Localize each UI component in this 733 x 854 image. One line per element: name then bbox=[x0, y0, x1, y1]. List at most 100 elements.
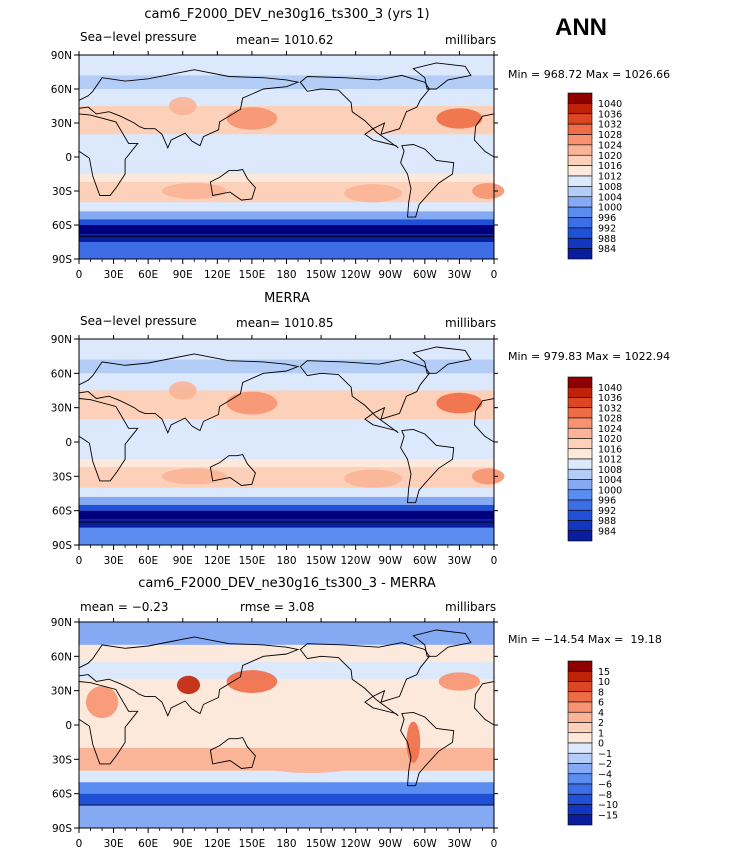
x-tick-label: 0 bbox=[491, 555, 498, 567]
y-tick-label: 0 bbox=[65, 152, 72, 164]
colorbar-label: 1012 bbox=[598, 455, 622, 466]
colorbar-box bbox=[567, 479, 593, 491]
field-band bbox=[79, 211, 494, 220]
field-anomaly bbox=[226, 391, 278, 415]
colorbar-box bbox=[567, 520, 593, 532]
colorbar-label: 15 bbox=[598, 667, 610, 678]
field-band bbox=[79, 225, 494, 235]
y-tick-label: 60S bbox=[52, 220, 72, 232]
colorbar-label: 1008 bbox=[598, 465, 622, 476]
colorbar-box bbox=[567, 499, 593, 511]
field-band bbox=[79, 242, 494, 259]
y-tick-label: 30S bbox=[52, 754, 72, 766]
colorbar-box bbox=[567, 804, 593, 816]
colorbar-box bbox=[567, 691, 593, 703]
field-anomaly bbox=[168, 381, 197, 400]
field-band bbox=[79, 339, 494, 360]
x-tick-label: 90E bbox=[173, 555, 193, 567]
colorbar-box bbox=[567, 397, 593, 409]
coastline bbox=[412, 62, 472, 90]
colorbar-box bbox=[567, 763, 593, 775]
colorbar-label: 1028 bbox=[598, 414, 622, 425]
y-tick-label: 60S bbox=[52, 789, 72, 801]
panel-1-minmax: Min = 968.72 Max = 1026.66 bbox=[508, 68, 671, 81]
panel-1-units-label: millibars bbox=[445, 33, 497, 47]
field-band bbox=[79, 487, 494, 497]
x-tick-label: 120W bbox=[340, 838, 371, 850]
colorbar-box bbox=[567, 123, 593, 135]
colorbar-label: 1040 bbox=[598, 383, 622, 394]
x-tick-label: 30W bbox=[448, 555, 472, 567]
panel-3-minmax: Min = −14.54 Max = 19.18 bbox=[508, 633, 662, 646]
panel-2-units-label: millibars bbox=[445, 316, 497, 330]
x-tick-label: 60E bbox=[138, 555, 158, 567]
field-anomaly bbox=[344, 469, 402, 488]
colorbar-label: 10 bbox=[598, 677, 610, 688]
colorbar-box bbox=[567, 196, 593, 208]
field-anomaly bbox=[226, 670, 278, 693]
field-anomaly bbox=[226, 107, 278, 130]
coastline bbox=[400, 428, 455, 504]
colorbar-label: 1024 bbox=[598, 424, 622, 435]
colorbar-label: 984 bbox=[598, 526, 616, 537]
colorbar-box bbox=[567, 711, 593, 723]
x-tick-label: 150E bbox=[239, 269, 266, 281]
colorbar-box bbox=[567, 407, 593, 419]
panel-2-minmax: Min = 979.83 Max = 1022.94 bbox=[508, 350, 671, 363]
field-band bbox=[79, 770, 494, 783]
colorbar-box bbox=[567, 103, 593, 115]
colorbar-box bbox=[567, 154, 593, 166]
field-band bbox=[79, 459, 494, 468]
x-tick-label: 0 bbox=[491, 838, 498, 850]
colorbar-box bbox=[567, 468, 593, 480]
y-tick-label: 0 bbox=[65, 720, 72, 732]
colorbar-label: 1012 bbox=[598, 172, 622, 183]
colorbar-label: 1004 bbox=[598, 192, 622, 203]
coastline bbox=[78, 353, 300, 434]
field-band bbox=[79, 622, 494, 645]
field-anomaly bbox=[472, 183, 505, 199]
x-tick-label: 0 bbox=[491, 269, 498, 281]
colorbar-box bbox=[567, 530, 593, 542]
x-tick-label: 150W bbox=[306, 838, 337, 850]
x-tick-label: 120W bbox=[340, 555, 371, 567]
colorbar-box bbox=[567, 134, 593, 146]
panel-2-title: MERRA bbox=[264, 291, 310, 306]
x-tick-label: 120W bbox=[340, 269, 371, 281]
field-anomaly bbox=[162, 183, 227, 199]
colorbar-label: 8 bbox=[598, 687, 604, 698]
x-tick-label: 150E bbox=[239, 555, 266, 567]
field-anomaly bbox=[472, 468, 505, 485]
coastline bbox=[209, 168, 256, 201]
y-tick-label: 60N bbox=[51, 368, 72, 380]
panel-3-title: cam6_F2000_DEV_ne30g16_ts300_3 - MERRA bbox=[138, 576, 436, 591]
panel-3-mean-label: mean = −0.23 bbox=[80, 600, 169, 614]
field-band bbox=[79, 496, 494, 505]
colorbar-label: −8 bbox=[598, 790, 612, 801]
field-band bbox=[79, 782, 494, 794]
field-band bbox=[79, 75, 494, 89]
colorbar-box bbox=[567, 227, 593, 239]
colorbar-label: 1032 bbox=[598, 403, 622, 414]
field-band bbox=[79, 504, 494, 511]
x-tick-label: 150W bbox=[306, 555, 337, 567]
x-tick-label: 120E bbox=[204, 838, 231, 850]
x-tick-label: 60W bbox=[413, 555, 437, 567]
colorbar-label: 988 bbox=[598, 234, 616, 245]
coastline bbox=[78, 69, 300, 150]
colorbar-label: 1040 bbox=[598, 99, 622, 110]
panel-3-units-label: millibars bbox=[445, 600, 497, 614]
field-band bbox=[79, 510, 494, 520]
colorbar-label: 1032 bbox=[598, 120, 622, 131]
x-tick-label: 30W bbox=[448, 269, 472, 281]
colorbar-label: 988 bbox=[598, 516, 616, 527]
colorbar-label: 992 bbox=[598, 506, 616, 517]
coastline bbox=[412, 346, 472, 374]
field-band bbox=[79, 390, 494, 420]
y-tick-label: 30S bbox=[52, 186, 72, 198]
colorbar-box bbox=[567, 773, 593, 785]
colorbar-label: 4 bbox=[598, 708, 604, 719]
field-band bbox=[79, 467, 494, 488]
colorbar-box bbox=[567, 732, 593, 744]
